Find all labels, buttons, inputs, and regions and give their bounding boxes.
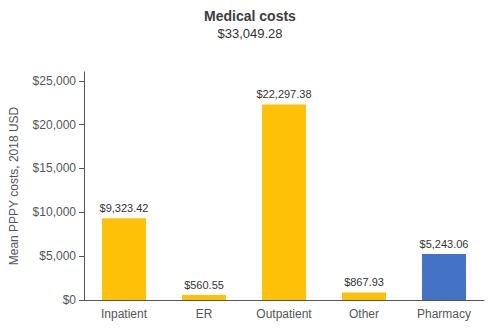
svg-text:Pharmacy: Pharmacy (417, 307, 471, 321)
svg-text:$15,000: $15,000 (33, 161, 77, 175)
svg-text:$20,000: $20,000 (33, 118, 77, 132)
svg-text:$9,323.42: $9,323.42 (100, 202, 149, 214)
svg-text:$5,000: $5,000 (39, 249, 76, 263)
svg-text:$5,243.06: $5,243.06 (420, 238, 469, 250)
svg-text:$0: $0 (63, 293, 77, 307)
svg-text:Medical costs: Medical costs (204, 8, 296, 24)
svg-text:$22,297.38: $22,297.38 (256, 88, 311, 100)
svg-text:$867.93: $867.93 (344, 276, 384, 288)
svg-text:Inpatient: Inpatient (101, 307, 148, 321)
svg-text:Outpatient: Outpatient (256, 307, 312, 321)
svg-text:$33,049.28: $33,049.28 (217, 26, 282, 41)
svg-text:Mean PPPY costs, 2018 USD: Mean PPPY costs, 2018 USD (7, 106, 21, 265)
svg-text:$25,000: $25,000 (33, 74, 77, 88)
svg-text:Other: Other (349, 307, 379, 321)
svg-text:$10,000: $10,000 (33, 205, 77, 219)
svg-text:$560.55: $560.55 (184, 279, 224, 291)
svg-text:ER: ER (196, 307, 213, 321)
